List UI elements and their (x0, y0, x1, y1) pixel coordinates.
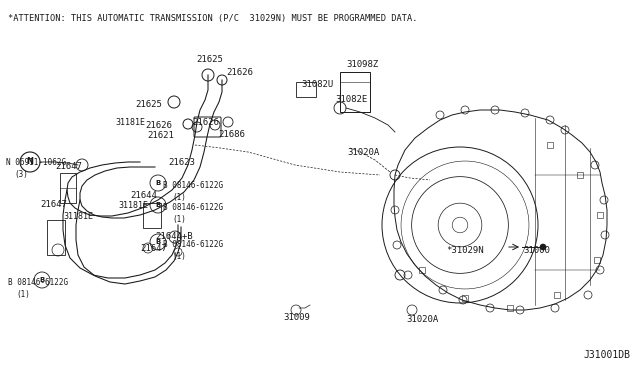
Text: 31020A: 31020A (347, 148, 380, 157)
Text: 21623: 21623 (168, 158, 195, 167)
Bar (594, 257, 600, 263)
Bar (554, 292, 560, 298)
Text: 21647: 21647 (40, 200, 67, 209)
Text: *ATTENTION: THIS AUTOMATIC TRANSMISSION (P/C  31029N) MUST BE PROGRAMMED DATA.: *ATTENTION: THIS AUTOMATIC TRANSMISSION … (8, 14, 417, 23)
Bar (462, 295, 468, 301)
Text: 31181E: 31181E (118, 201, 148, 210)
Text: B: B (156, 239, 161, 245)
Text: 21625: 21625 (196, 55, 223, 64)
Text: B 08146-6122G: B 08146-6122G (163, 203, 223, 212)
Bar (340, 72, 370, 112)
Bar (296, 82, 316, 97)
Text: 21647: 21647 (55, 162, 82, 171)
Text: 31020A: 31020A (406, 315, 438, 324)
Bar (597, 212, 603, 218)
Text: 21626: 21626 (192, 118, 219, 127)
Text: B: B (156, 180, 161, 186)
Text: (3): (3) (14, 170, 28, 179)
Bar (507, 305, 513, 311)
Text: *31029N: *31029N (446, 246, 484, 255)
Text: B: B (156, 202, 161, 208)
Text: B 08146-6122G: B 08146-6122G (163, 240, 223, 249)
Text: B 08146-6122G: B 08146-6122G (163, 181, 223, 190)
Text: 31098Z: 31098Z (346, 60, 378, 69)
Text: (1): (1) (16, 290, 30, 299)
Text: 31082E: 31082E (335, 95, 367, 104)
Text: N 06911-1062G: N 06911-1062G (6, 158, 66, 167)
Circle shape (540, 244, 546, 250)
Bar (60, 173, 76, 203)
Text: 21626: 21626 (226, 68, 253, 77)
Bar (547, 142, 553, 148)
Text: N: N (26, 157, 33, 167)
Text: 21626: 21626 (145, 121, 172, 130)
Text: 31009: 31009 (283, 313, 310, 322)
Text: (1): (1) (172, 193, 186, 202)
Text: 31181E: 31181E (115, 118, 145, 127)
Text: 21647: 21647 (140, 244, 167, 253)
Bar (419, 267, 425, 273)
Text: J31001DB: J31001DB (583, 350, 630, 360)
Bar (47, 220, 65, 255)
Text: B 08146-6122G: B 08146-6122G (8, 278, 68, 287)
Text: 31082U: 31082U (301, 80, 333, 89)
Text: (1): (1) (172, 252, 186, 261)
Text: B: B (40, 277, 45, 283)
Text: 21644: 21644 (130, 191, 157, 200)
Text: 31000: 31000 (523, 246, 550, 255)
Text: 21621: 21621 (147, 131, 174, 140)
Text: 21644+B: 21644+B (155, 232, 193, 241)
Text: 21625: 21625 (135, 100, 162, 109)
Text: 21686: 21686 (218, 130, 245, 139)
Text: 31181E: 31181E (63, 212, 93, 221)
Text: (1): (1) (172, 215, 186, 224)
Bar (577, 172, 583, 178)
